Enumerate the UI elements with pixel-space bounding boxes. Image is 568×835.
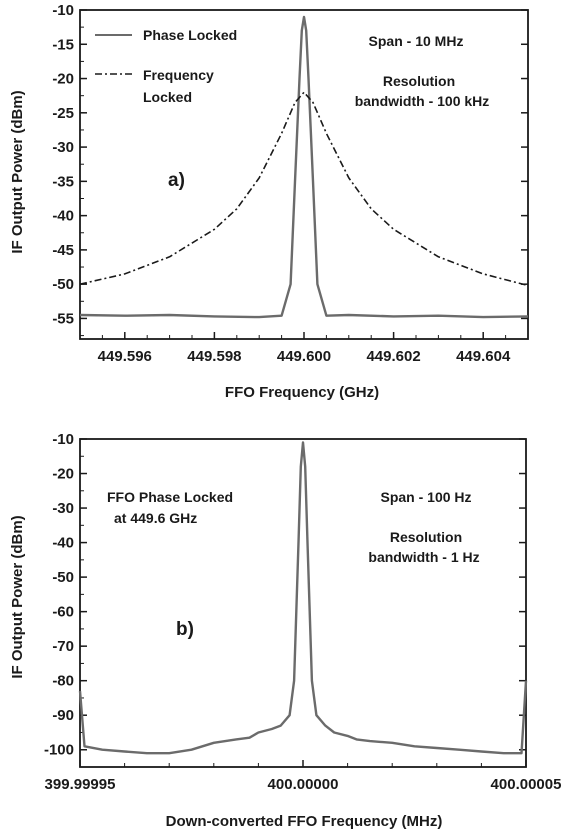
chart-b-ticks: -10 -20 -30 -40 -50 -60 -70 -80 -90 -100 399.99995… (44, 431, 561, 793)
chart-a-xtick-label: 449.596 (98, 348, 152, 365)
chart-a-xtick-label: 449.600 (277, 348, 331, 365)
chart-a-ytick-label: -10 (52, 2, 74, 19)
resolution-annotation-a: Resolution (383, 73, 455, 89)
resolution-annotation-b: Resolution (390, 529, 462, 545)
chart-b-ytick-label: -70 (52, 638, 74, 655)
chart-b-ylabel: IF Output Power (dBm) (9, 515, 26, 678)
chart-b-xtick-label: 399.99995 (45, 776, 116, 793)
bandwidth-annotation-a: bandwidth - 100 kHz (355, 93, 490, 109)
chart-b-ytick-label: -50 (52, 569, 74, 586)
chart-a-ytick-label: -50 (52, 276, 74, 293)
chart-a-ytick-label: -25 (52, 105, 74, 122)
chart-b-panel-label: b) (176, 619, 194, 640)
chart-b-ytick-label: -100 (44, 742, 74, 759)
legend-frequency-locked-label: Frequency (143, 67, 214, 83)
frequency-annotation-b: at 449.6 GHz (114, 510, 197, 526)
chart-a-series-frequency-locked (79, 91, 529, 287)
chart-b-ytick-label: -80 (52, 673, 74, 690)
chart-b-xlabel: Down-converted FFO Frequency (MHz) (166, 813, 443, 830)
chart-b-series (78, 441, 528, 755)
chart-a-ticks: -10 -15 -20 -25 -30 -35 -40 -45 -50 -55 449.596 449… (52, 2, 529, 365)
chart-a-ytick-label: -15 (52, 36, 74, 53)
chart-a: -10 -15 -20 -25 -30 -35 -40 -45 -50 -55 449.596 449… (9, 2, 529, 401)
chart-a-panel-label: a) (168, 170, 185, 191)
chart-a-ytick-label: -40 (52, 208, 74, 225)
chart-a-ytick-label: -55 (52, 310, 74, 327)
chart-a-ytick-label: -20 (52, 71, 74, 88)
chart-b-ytick-label: -10 (52, 431, 74, 448)
phase-locked-annotation-b: FFO Phase Locked (107, 489, 233, 505)
chart-a-frame (79, 9, 529, 340)
bandwidth-annotation-b: bandwidth - 1 Hz (368, 549, 479, 565)
chart-b-ytick-label: -20 (52, 466, 74, 483)
chart-b-xtick-label: 400.00000 (268, 776, 339, 793)
chart-b: -10 -20 -30 -40 -50 -60 -70 -80 -90 -100 399.99995… (9, 431, 561, 830)
legend-phase-locked-label: Phase Locked (143, 27, 237, 43)
chart-b-ytick-label: -90 (52, 707, 74, 724)
chart-b-series-line-0 (78, 441, 528, 755)
chart-a-xtick-label: 449.598 (187, 348, 241, 365)
chart-a-xtick-label: 449.602 (366, 348, 420, 365)
chart-a-xlabel: FFO Frequency (GHz) (225, 384, 379, 401)
chart-a-ytick-label: -30 (52, 139, 74, 156)
chart-a-ylabel: IF Output Power (dBm) (9, 90, 26, 253)
chart-a-ytick-label: -45 (52, 242, 74, 259)
chart-a-series-phase-locked (79, 15, 529, 319)
span-annotation-b: Span - 100 Hz (380, 489, 471, 505)
chart-a-xtick-label: 449.604 (456, 348, 511, 365)
chart-b-ytick-label: -30 (52, 500, 74, 517)
chart-b-xtick-label: 400.00005 (491, 776, 562, 793)
span-annotation-a: Span - 10 MHz (369, 33, 464, 49)
chart-b-ytick-label: -40 (52, 535, 74, 552)
chart-a-ytick-label: -35 (52, 173, 74, 190)
chart-b-ytick-label: -60 (52, 604, 74, 621)
legend-frequency-locked-label-2: Locked (143, 89, 192, 105)
chart-a-series (79, 15, 529, 319)
